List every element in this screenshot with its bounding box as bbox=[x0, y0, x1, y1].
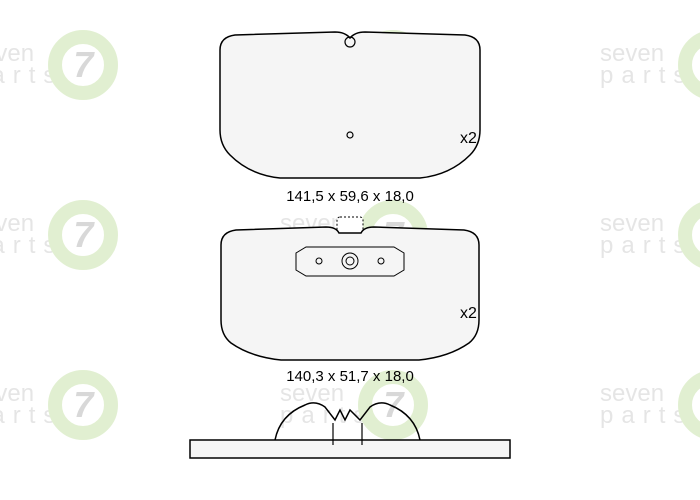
watermark-logo: sevenparts 7 bbox=[600, 30, 700, 100]
brake-pad-top bbox=[200, 30, 500, 185]
quantity-pad-1: x2 bbox=[460, 130, 477, 148]
watermark-logo: sevenparts 7 bbox=[600, 370, 700, 440]
dimension-pad-2: 140,3 x 51,7 x 18,0 bbox=[286, 368, 414, 385]
watermark-logo: sevenparts 7 bbox=[600, 200, 700, 270]
watermark-logo: sevenparts 7 bbox=[0, 370, 118, 440]
watermark-logo: sevenparts 7 bbox=[0, 200, 118, 270]
dimension-pad-1: 141,5 x 59,6 x 18,0 bbox=[286, 188, 414, 205]
watermark-logo: sevenparts 7 bbox=[0, 30, 118, 100]
clip-hardware bbox=[185, 395, 515, 465]
quantity-pad-2: x2 bbox=[460, 305, 477, 323]
brake-pad-bottom bbox=[201, 215, 499, 365]
